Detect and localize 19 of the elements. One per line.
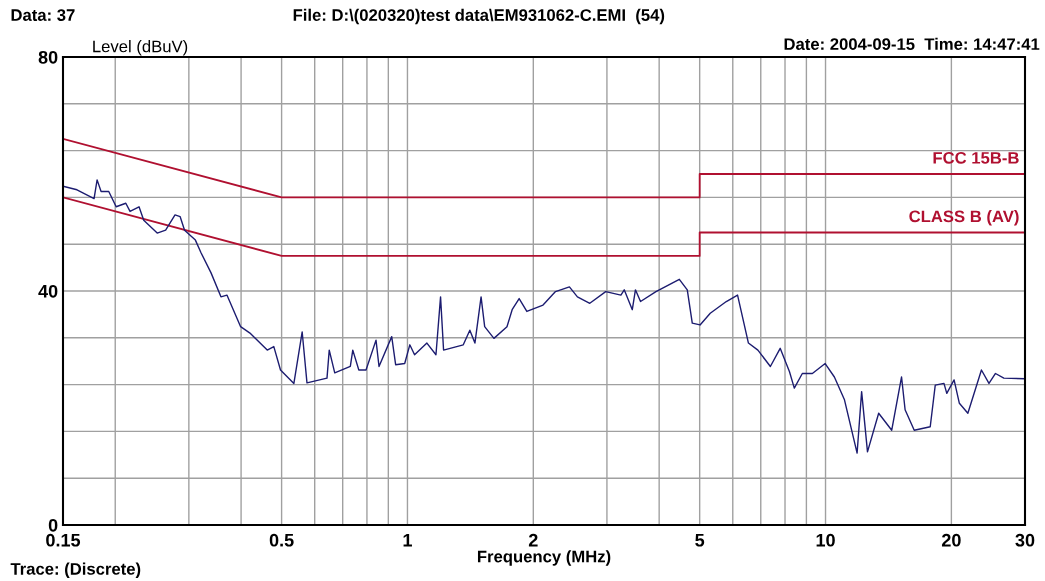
x-tick-label: 20 bbox=[941, 533, 961, 547]
x-tick-label: 1 bbox=[403, 534, 412, 547]
x-tick-label: 10 bbox=[816, 533, 835, 547]
series-label: CLASS B (AV) bbox=[909, 210, 1019, 226]
x-tick-label: 0.5 bbox=[269, 533, 294, 547]
text: Trace: (Discrete) bbox=[10, 562, 141, 579]
x-tick-label: 0.15 bbox=[46, 533, 81, 547]
x-tick-label: 5 bbox=[695, 534, 705, 547]
x-tick-label: 2 bbox=[528, 533, 538, 547]
text: File: D:\(020320)test data\EM931062-C.EMI (54) bbox=[293, 8, 665, 25]
y-tick-label: 0 bbox=[48, 518, 58, 532]
series-label: FCC 15B-B bbox=[933, 151, 1019, 164]
x-tick-label: 30 bbox=[1015, 533, 1035, 547]
x-axis-title: Frequency (MHz) bbox=[477, 550, 611, 566]
text: Data: 37 bbox=[11, 9, 75, 21]
y-axis-title: Level (dBuV) bbox=[93, 40, 188, 56]
y-tick-label: 80 bbox=[38, 50, 58, 64]
y-tick-label: 40 bbox=[38, 284, 58, 298]
text: Date: 2004-09-15 Time: 14:47:41 bbox=[784, 37, 1040, 51]
